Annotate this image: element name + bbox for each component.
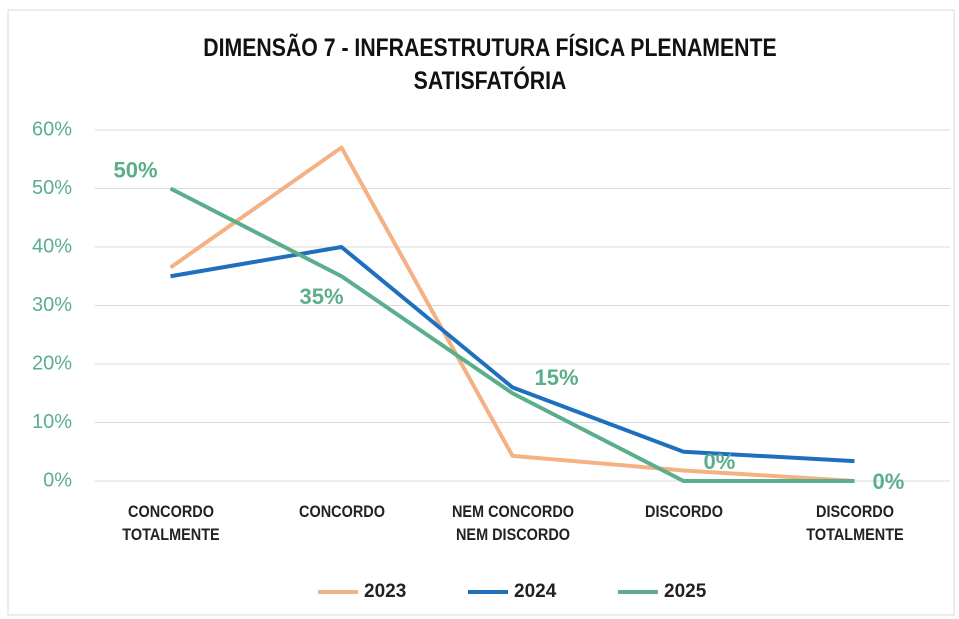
frame [7,9,955,616]
data-label: 0% [704,449,736,474]
y-tick-label: 60% [32,118,72,140]
x-tick-label: CONCORDO [298,502,385,521]
legend-label: 2024 [514,581,557,602]
y-tick-label: 10% [32,411,72,433]
x-tick-label: NEM CONCORDO NEM DISCORDO [451,502,574,544]
x-tick-label: DISCORDO TOTALMENTE [805,502,904,544]
series-line [169,186,855,483]
series-line [169,145,855,483]
data-label: 15% [535,365,579,390]
series-line [170,245,855,464]
data-label: 0% [873,469,905,494]
chart-title: DIMENSÃO 7 - INFRAESTRUTURA FÍSICA PLENA… [203,34,777,95]
data-label: 50% [113,157,157,182]
legend-label: 2025 [664,581,707,602]
y-tick-label: 30% [32,294,72,316]
data-label: 35% [299,284,343,309]
legend-label: 2023 [364,581,406,602]
y-tick-label: 50% [32,177,72,199]
x-tick-label: DISCORDO [644,502,723,521]
y-tick-label: 0% [43,469,72,491]
y-tick-label: 40% [32,235,72,257]
x-tick-label: CONCORDO TOTALMENTE [121,502,220,544]
y-tick-label: 20% [32,352,72,374]
